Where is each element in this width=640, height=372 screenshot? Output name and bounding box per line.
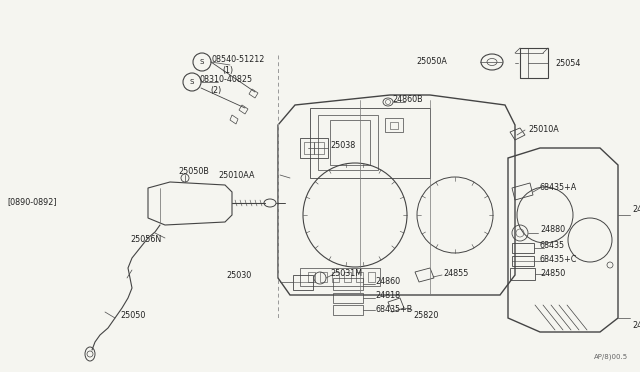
Bar (333, 278, 363, 290)
Text: 25050: 25050 (120, 311, 145, 320)
Bar (344, 272, 351, 282)
Bar (390, 122, 398, 129)
Bar (510, 268, 535, 280)
Bar (293, 275, 313, 290)
Text: 08540-51212: 08540-51212 (212, 55, 266, 64)
Text: 24855: 24855 (443, 269, 468, 278)
Text: 24880: 24880 (540, 225, 565, 234)
Bar (333, 293, 363, 303)
Text: [0890-0892]: [0890-0892] (7, 198, 56, 206)
Bar (330, 120, 370, 165)
Bar (318, 115, 378, 170)
Text: 24860B: 24860B (392, 96, 422, 105)
Bar (512, 243, 534, 253)
Text: 25038: 25038 (330, 141, 355, 150)
Text: 68435+B: 68435+B (375, 305, 412, 314)
Bar (356, 272, 363, 282)
Text: 25050B: 25050B (178, 167, 209, 176)
Bar (310, 108, 430, 178)
Text: 24850: 24850 (540, 269, 565, 278)
Text: 25030: 25030 (227, 270, 252, 279)
Text: (2): (2) (210, 86, 221, 94)
Text: 68435+A: 68435+A (540, 183, 577, 192)
Bar (308, 272, 315, 282)
Bar (333, 305, 363, 315)
Text: 25050A: 25050A (416, 58, 447, 67)
Bar (300, 138, 328, 158)
Text: 24813+A: 24813+A (632, 321, 640, 330)
Text: 25031M: 25031M (330, 269, 362, 278)
Bar (368, 272, 375, 282)
Text: 25010AA: 25010AA (218, 170, 255, 180)
Text: 08310-40825: 08310-40825 (200, 76, 253, 84)
Text: 24860: 24860 (375, 278, 400, 286)
Text: (1): (1) (222, 65, 233, 74)
Text: 25820: 25820 (413, 311, 438, 320)
Text: 25056N: 25056N (130, 235, 161, 244)
Text: AP/8)00.5: AP/8)00.5 (594, 353, 628, 360)
Text: S: S (200, 59, 204, 65)
Bar (385, 118, 403, 132)
Bar (320, 272, 327, 282)
Text: 25010A: 25010A (528, 125, 559, 135)
Bar (332, 272, 339, 282)
Bar (300, 268, 380, 286)
Text: 25054: 25054 (555, 58, 580, 67)
Text: 68435+C: 68435+C (540, 256, 577, 264)
Bar (304, 142, 314, 154)
Text: S: S (190, 79, 194, 85)
Text: 24813: 24813 (632, 205, 640, 215)
Bar (512, 256, 534, 266)
Text: 68435: 68435 (540, 241, 565, 250)
Text: 24818: 24818 (375, 292, 400, 301)
Bar (314, 142, 324, 154)
